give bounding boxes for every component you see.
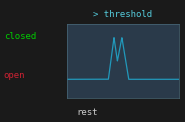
Text: open: open xyxy=(4,71,25,80)
Text: > threshold: > threshold xyxy=(93,10,153,19)
Text: closed: closed xyxy=(4,32,36,41)
Text: rest: rest xyxy=(76,108,98,117)
